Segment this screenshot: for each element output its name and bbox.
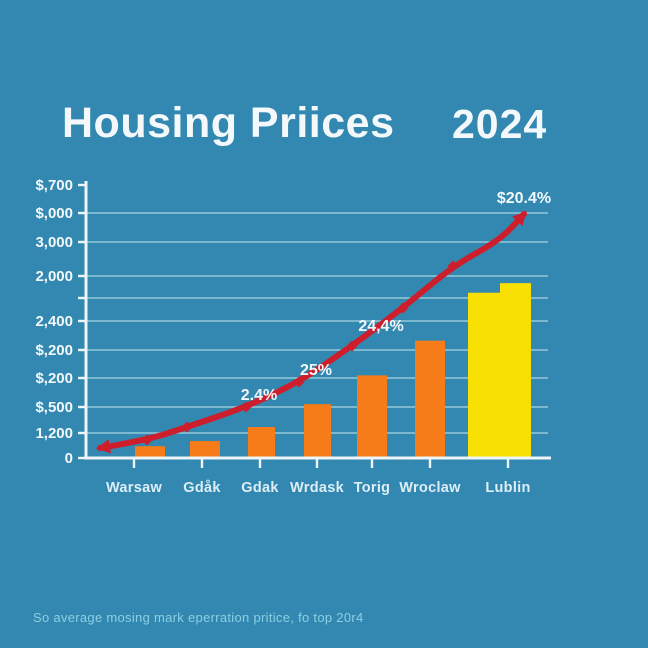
data-label: $20.4% — [497, 190, 551, 207]
bar-torig — [357, 375, 387, 458]
x-label-wrdask: Wrdask — [290, 480, 345, 496]
data-label: 2.4% — [241, 387, 277, 404]
line-marker — [397, 302, 409, 314]
line-marker — [447, 260, 459, 272]
y-tick-label: 2,400 — [35, 313, 73, 330]
y-tick-label: $,500 — [35, 399, 73, 416]
y-tick-label: 1,200 — [35, 425, 73, 442]
line-marker — [346, 340, 358, 352]
line-marker — [240, 401, 252, 413]
line-marker — [293, 376, 305, 388]
page-title: Housing Priices — [62, 99, 395, 147]
y-tick-label: $,000 — [35, 205, 73, 222]
data-label: 25% — [300, 362, 332, 379]
x-label-warsaw: Warsaw — [106, 480, 162, 496]
line-marker — [141, 434, 153, 446]
x-label-lublin: Lublin — [485, 480, 530, 496]
title-year: 2024 — [452, 101, 548, 147]
x-label-gdak: Gdak — [241, 480, 279, 496]
y-tick-label: $,200 — [35, 342, 73, 359]
x-label-torig: Torig — [354, 480, 391, 496]
y-tick-label: 0 — [65, 450, 73, 467]
bar-lublin — [468, 292, 501, 458]
bar-lublin-2 — [500, 283, 531, 458]
y-tick-label: $,700 — [35, 177, 73, 194]
bar-gdak — [248, 427, 275, 458]
data-label: 24,4% — [358, 318, 403, 335]
y-tick-label: 3,000 — [35, 234, 73, 251]
x-label-gdåk: Gdåk — [183, 480, 221, 496]
bar-wroclaw — [415, 340, 445, 458]
y-tick-label: $,200 — [35, 370, 73, 387]
x-label-wroclaw: Wroclaw — [399, 480, 461, 496]
bar-warsaw — [135, 446, 165, 458]
trend-line — [96, 211, 527, 454]
line-marker — [181, 421, 193, 433]
y-tick-label: 2,000 — [35, 268, 73, 285]
bar-gdåk — [190, 441, 220, 458]
bar-wrdask — [304, 404, 331, 458]
footer-caption: So average mosing mark eperration pritic… — [33, 610, 364, 625]
